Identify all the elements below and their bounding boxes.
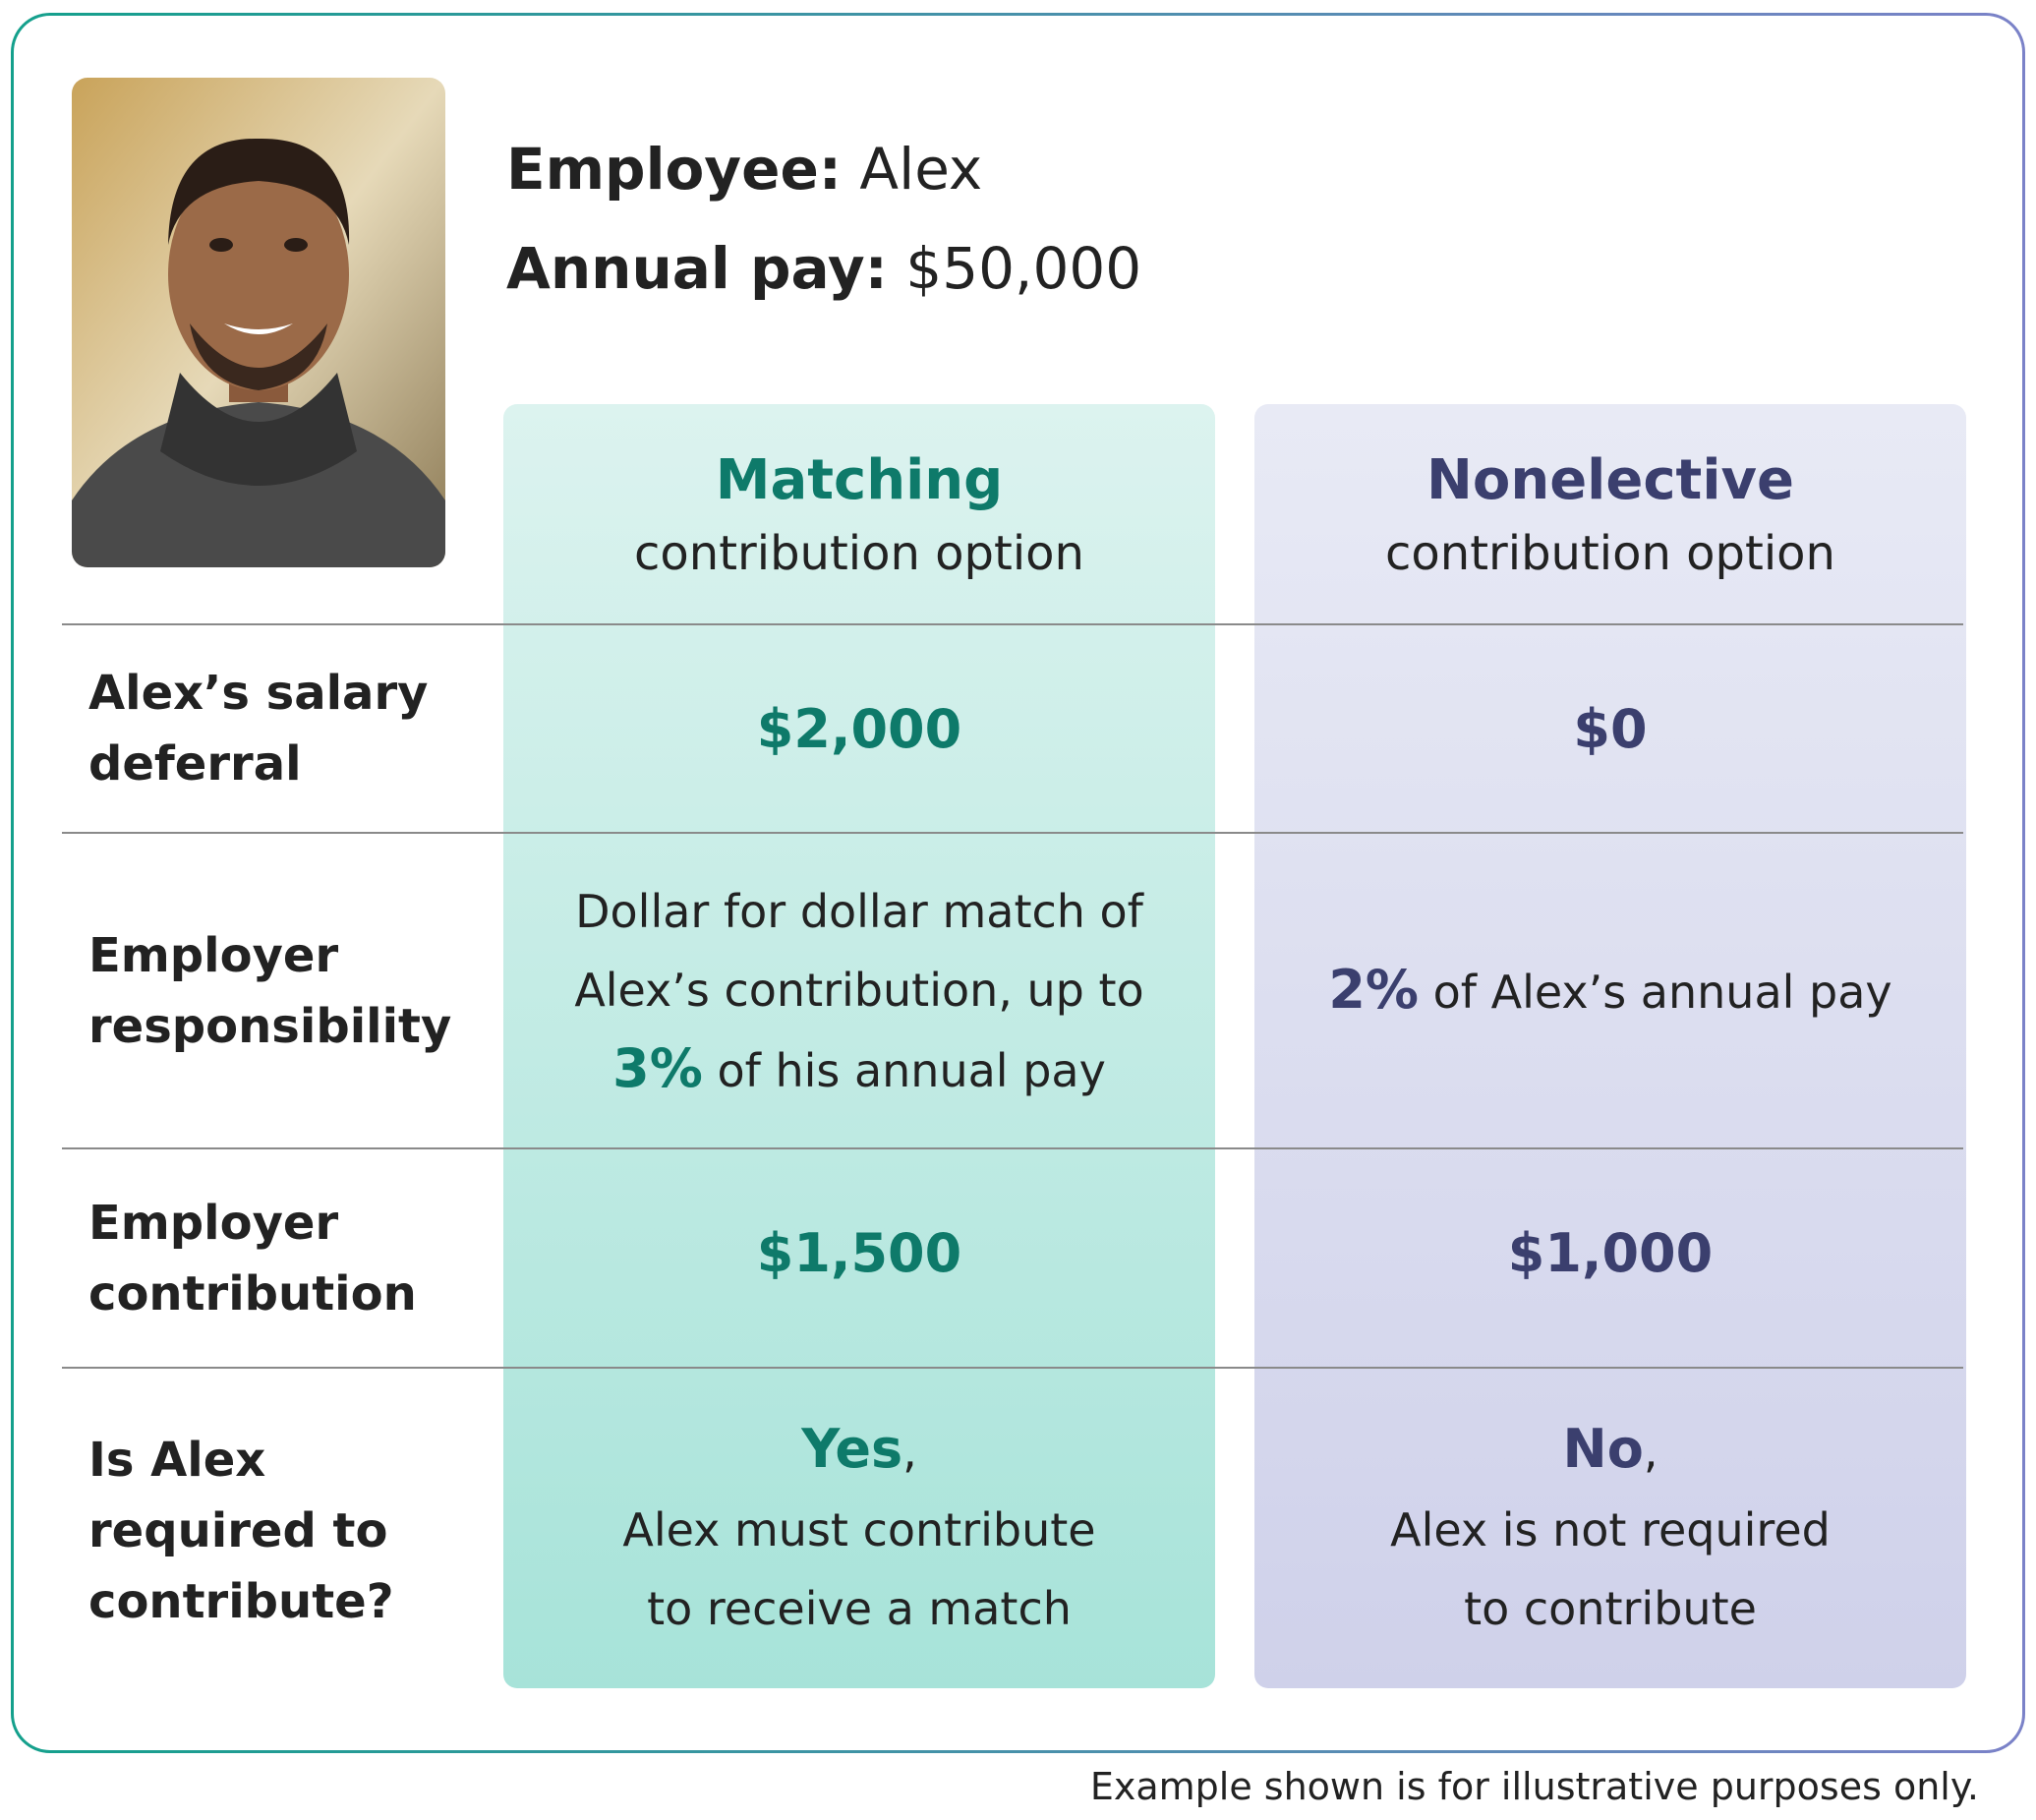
row-label: Employer responsibility	[88, 927, 452, 1054]
pay-label: Annual pay:	[506, 235, 888, 302]
text-segment: Dollar for dollar match of Alex’s contri…	[574, 884, 1144, 1017]
answer-line: No,	[1563, 1410, 1658, 1491]
answer: No	[1562, 1417, 1644, 1480]
employee-photo	[72, 78, 445, 567]
row-divider	[62, 1147, 1963, 1149]
column-subtitle: contribution option	[634, 525, 1084, 581]
matching-column	[503, 404, 1215, 1688]
answer-detail: Alex must contribute to receive a match	[622, 1502, 1096, 1635]
column-subtitle: contribution option	[1385, 525, 1835, 581]
column-title: Nonelective	[1425, 447, 1794, 512]
cell: 2% of Alex’s annual pay	[1254, 834, 1966, 1147]
emphasis: 2%	[1328, 958, 1420, 1021]
row-divider	[62, 832, 1963, 834]
cell-value: $0	[1573, 697, 1648, 760]
text-segment: of Alex’s annual pay	[1419, 965, 1892, 1019]
cell: Dollar for dollar match of Alex’s contri…	[503, 834, 1215, 1147]
column-header: Nonelective contribution option	[1254, 404, 1966, 624]
column-title: Matching	[715, 447, 1004, 512]
cell-value: $1,000	[1507, 1221, 1714, 1284]
row-label: Is Alex required to contribute?	[88, 1433, 394, 1629]
emphasis: 3%	[612, 1036, 703, 1099]
employee-line: Employee: Alex	[506, 134, 982, 205]
cell-text: Dollar for dollar match of Alex’s contri…	[564, 872, 1154, 1110]
answer-line: Yes,	[801, 1410, 917, 1491]
row-divider	[62, 623, 1963, 625]
punctuation: ,	[1643, 1424, 1658, 1478]
employee-name: Alex	[859, 136, 983, 203]
cell: Yes, Alex must contribute to receive a m…	[503, 1369, 1215, 1688]
employee-label: Employee:	[506, 136, 842, 203]
text-segment: of his annual pay	[702, 1043, 1106, 1097]
punctuation: ,	[902, 1424, 917, 1478]
row-label: Employer contribution	[88, 1195, 417, 1321]
cell: No, Alex is not required to contribute	[1254, 1369, 1966, 1688]
pay-value: $50,000	[905, 235, 1142, 302]
pay-line: Annual pay: $50,000	[506, 233, 1141, 304]
cell-value: $1,500	[756, 1221, 962, 1284]
cell-value: $2,000	[756, 697, 962, 760]
answer: Yes	[801, 1417, 903, 1480]
column-header: Matching contribution option	[503, 404, 1215, 624]
answer-detail: Alex is not required to contribute	[1390, 1502, 1831, 1635]
row-divider	[62, 1367, 1963, 1369]
nonelective-column	[1254, 404, 1966, 1688]
row-label: Alex’s salary deferral	[88, 666, 429, 792]
cell-text: 2% of Alex’s annual pay	[1328, 951, 1891, 1031]
footnote: Example shown is for illustrative purpos…	[1089, 1765, 1979, 1808]
